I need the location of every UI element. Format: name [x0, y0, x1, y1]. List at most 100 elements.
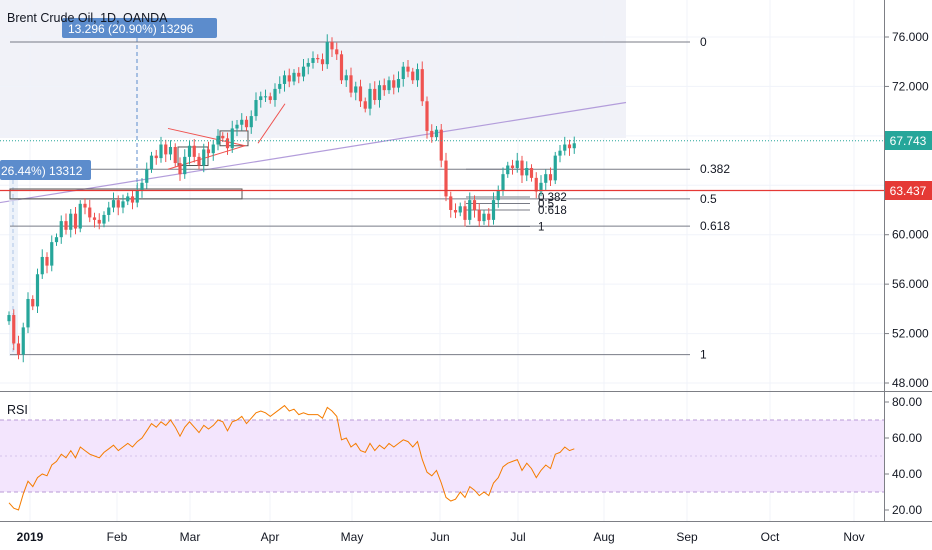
candle-body: [377, 85, 382, 101]
price-tick-label: 76.000: [892, 30, 929, 44]
candle-body: [221, 135, 225, 139]
candle-body: [316, 58, 320, 60]
candle-body: [339, 54, 344, 81]
candle-body: [244, 119, 249, 128]
candle-body: [159, 144, 163, 159]
candle-body: [510, 165, 515, 168]
candle-body: [292, 72, 296, 82]
candle-body: [206, 149, 211, 154]
candle-body: [558, 150, 562, 156]
candle-body: [7, 315, 11, 322]
candle-body: [102, 214, 106, 224]
candle-body: [368, 88, 372, 109]
candle-body: [268, 96, 272, 101]
fib-small-level-label: 0.382: [538, 192, 567, 204]
candle-body: [126, 196, 130, 202]
candle-body: [164, 144, 168, 155]
candle-body: [69, 213, 73, 230]
candle-body: [501, 174, 505, 191]
candle-body: [230, 128, 234, 149]
candle-body: [439, 129, 443, 161]
candle-body: [529, 167, 534, 178]
candle-body: [311, 58, 315, 63]
candle-body: [567, 144, 572, 149]
measure-shade-left: [9, 180, 18, 356]
fib-level-label: 0.382: [700, 162, 730, 176]
candle-body: [78, 203, 82, 229]
price-tick-label: 72.000: [892, 79, 929, 93]
fib-level-label: 0.5: [700, 192, 717, 206]
candle-body: [88, 207, 92, 218]
candle-body: [26, 298, 30, 328]
candle-body: [21, 327, 25, 355]
time-tick-label: Nov: [843, 530, 864, 544]
time-tick-label: Jul: [510, 530, 525, 544]
candle-body: [202, 149, 206, 166]
time-tick-label: Jun: [430, 530, 449, 544]
rsi-title: RSI: [7, 403, 28, 417]
candle-body: [430, 130, 434, 138]
measure-label-left-box: [0, 160, 91, 180]
measure-label-top: 13.296 (20.90%) 13296: [68, 22, 194, 36]
candle-body: [487, 213, 491, 220]
candle-body: [544, 174, 548, 183]
candle-body: [506, 165, 510, 175]
candle-body: [572, 143, 576, 149]
candle-body: [259, 96, 263, 101]
candle-body: [287, 75, 291, 82]
candle-body: [140, 182, 144, 191]
candle-body: [168, 146, 173, 155]
price-tick-label: 56.000: [892, 277, 929, 291]
candle-body: [472, 200, 477, 210]
fib-small-level-label: 1: [538, 222, 544, 234]
candle-body: [406, 66, 410, 72]
rsi-tick-label: 60.00: [892, 431, 922, 445]
rsi-layer: [8, 404, 575, 511]
trendline: [0, 101, 627, 204]
candle-body: [192, 145, 196, 157]
candle-body: [282, 75, 287, 84]
rsi-tick-label: 40.00: [892, 467, 922, 481]
candle-body: [534, 177, 538, 192]
time-tick-label: Sep: [676, 530, 698, 544]
candle-body: [468, 200, 472, 220]
candle-body: [434, 129, 439, 138]
candle-body: [320, 59, 325, 65]
range-rectangle: [9, 188, 243, 200]
candle-body: [263, 96, 268, 98]
horizontal-line-label: 63.437: [890, 184, 927, 198]
candle-body: [149, 155, 154, 170]
candle-body: [130, 196, 135, 203]
candle-body: [92, 217, 97, 220]
fib-small-level-label: 0.618: [538, 205, 567, 217]
candle-body: [453, 210, 458, 213]
candle-body: [187, 145, 192, 157]
current-price-badge: [885, 131, 932, 150]
candle-body: [73, 213, 78, 229]
candle-body: [64, 221, 68, 230]
candle-body: [444, 160, 448, 197]
price-tick-label: 48.000: [892, 376, 929, 390]
candle-body: [273, 88, 277, 101]
time-tick-label: Feb: [107, 530, 128, 544]
candle-body: [401, 66, 405, 80]
time-axis[interactable]: 2019 Feb Mar Apr May Jun Jul Aug Sep Oct Nov: [17, 530, 865, 544]
candle-body: [463, 206, 467, 220]
candle-body: [415, 69, 420, 81]
time-tick-label: May: [341, 530, 364, 544]
candle-body: [97, 219, 101, 224]
candle-body: [107, 207, 111, 215]
candle-body: [145, 169, 149, 183]
pattern-lines: [257, 103, 286, 144]
candle-body: [344, 75, 348, 81]
candle-body: [197, 156, 201, 166]
candle-body: [278, 83, 282, 89]
price-tick-label: 52.000: [892, 327, 929, 341]
rsi-axis[interactable]: 80.00 60.00 40.00 20.00: [884, 395, 922, 517]
candle-body: [539, 182, 543, 192]
pattern-lines: [167, 127, 247, 170]
horizontal-grid: [0, 36, 884, 384]
candle-body: [35, 274, 40, 307]
candle-body: [235, 124, 239, 129]
